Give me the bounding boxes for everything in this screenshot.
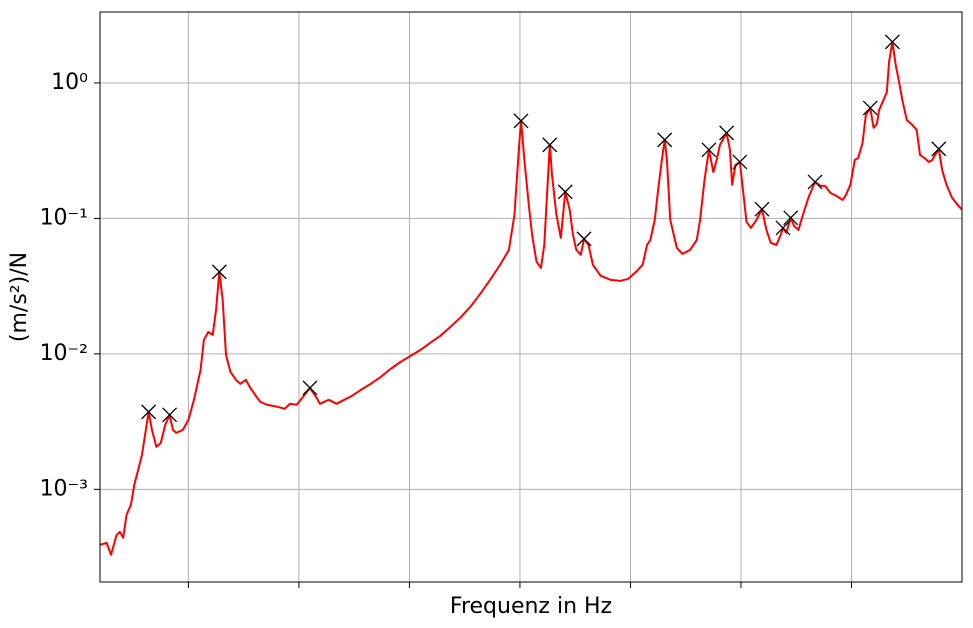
plot-frame [99, 11, 963, 583]
x-axis-label: Frequenz in Hz [450, 594, 612, 619]
data-line [99, 40, 963, 556]
peak-marker [732, 154, 748, 170]
peak-marker [701, 142, 717, 158]
peak-marker [542, 137, 558, 153]
peak-marker [807, 174, 823, 190]
peak-marker [657, 132, 673, 148]
peak-marker [719, 125, 735, 141]
peak-marker [162, 407, 178, 423]
peak-marker [931, 141, 947, 157]
peak-marker [302, 380, 318, 396]
peak-marker [557, 184, 573, 200]
peak-marker [754, 201, 770, 217]
y-tick-label: 10⁰ [51, 70, 88, 95]
peak-marker [576, 231, 592, 247]
peak-marker [775, 220, 791, 236]
y-tick-label: 10⁻² [40, 341, 88, 366]
peak-marker [862, 100, 878, 116]
peak-marker [211, 264, 227, 280]
peak-marker [783, 210, 799, 226]
y-tick-label: 10⁻¹ [40, 205, 88, 230]
peak-marker [513, 113, 529, 129]
y-axis-label: (m/s²)/N [7, 252, 32, 342]
peak-marker [141, 404, 157, 420]
peak-marker [884, 34, 900, 50]
y-tick-label: 10⁻³ [40, 476, 88, 501]
